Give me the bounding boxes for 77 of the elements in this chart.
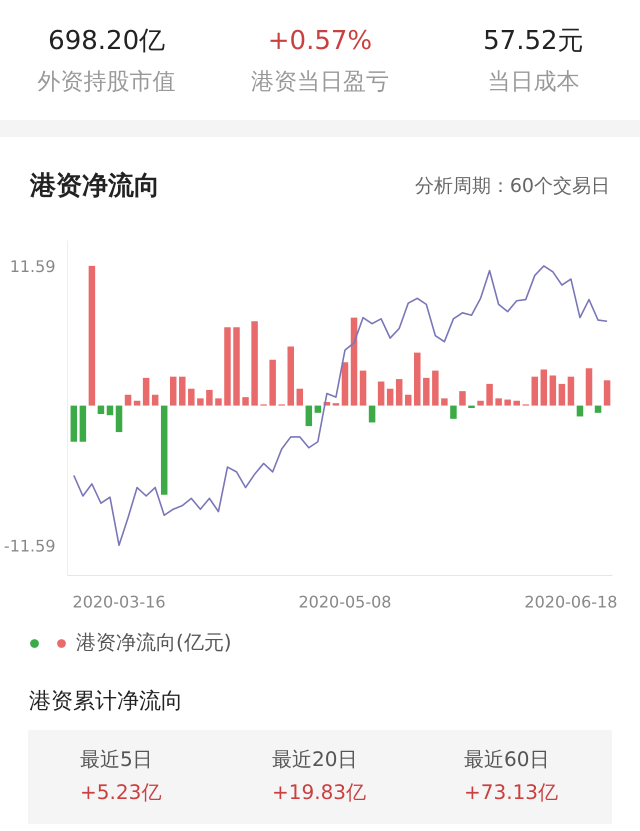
bar bbox=[477, 400, 484, 406]
bar bbox=[152, 394, 158, 406]
bar bbox=[558, 384, 566, 406]
bar bbox=[179, 376, 186, 406]
bar bbox=[350, 318, 358, 406]
bar bbox=[98, 406, 104, 414]
bar bbox=[450, 406, 457, 419]
text: 外资持股市值 bbox=[36, 68, 177, 96]
bar bbox=[532, 376, 538, 406]
bar bbox=[423, 378, 430, 406]
bar bbox=[550, 375, 556, 406]
bar bbox=[386, 388, 394, 406]
x-tick-label: 2020-05-08 bbox=[298, 592, 392, 612]
text: 57.52元 bbox=[482, 25, 585, 57]
bar bbox=[88, 266, 96, 406]
bar bbox=[215, 398, 222, 406]
bar bbox=[269, 360, 276, 406]
bar bbox=[378, 381, 384, 406]
bar bbox=[441, 398, 448, 406]
bar bbox=[540, 369, 548, 406]
x-tick-label: 2020-03-16 bbox=[72, 592, 166, 612]
bar bbox=[251, 321, 258, 406]
bar bbox=[206, 390, 213, 406]
text: 最近60日 bbox=[464, 746, 550, 772]
text: 最近20日 bbox=[272, 746, 358, 772]
bar bbox=[459, 391, 466, 406]
y-tick-label: 11.59 bbox=[10, 256, 56, 276]
bar bbox=[360, 370, 366, 406]
bar bbox=[306, 406, 312, 426]
legend-label: 港资净流向(亿元) bbox=[76, 629, 232, 656]
bar bbox=[188, 388, 195, 406]
bar bbox=[368, 406, 376, 422]
bar bbox=[342, 362, 348, 406]
bar bbox=[224, 327, 231, 406]
bar bbox=[296, 388, 304, 406]
bar bbox=[586, 368, 592, 406]
line-series bbox=[73, 265, 608, 546]
text: +5.23亿 bbox=[80, 779, 162, 805]
text: 当日成本 bbox=[486, 68, 580, 96]
bar bbox=[576, 406, 584, 416]
bar bbox=[404, 394, 412, 406]
text: 698.20亿 bbox=[47, 25, 166, 57]
bar bbox=[432, 370, 439, 406]
bar bbox=[160, 406, 168, 495]
bar bbox=[134, 400, 140, 406]
bar bbox=[116, 406, 122, 432]
text: 港资累计净流向 bbox=[29, 688, 183, 716]
text: 最近5日 bbox=[80, 746, 153, 772]
bar bbox=[233, 327, 240, 406]
bar bbox=[513, 400, 520, 406]
y-tick-label: -11.59 bbox=[4, 536, 56, 556]
bar bbox=[414, 352, 421, 406]
bar bbox=[106, 406, 114, 416]
bar bbox=[287, 346, 294, 406]
text: 港资当日盈亏 bbox=[250, 68, 390, 96]
bar bbox=[170, 376, 176, 406]
bar bbox=[486, 384, 493, 406]
bar bbox=[504, 400, 511, 406]
bar bbox=[495, 398, 502, 406]
text: +73.13亿 bbox=[464, 779, 558, 805]
text: +0.57% bbox=[266, 25, 374, 57]
bar bbox=[142, 378, 150, 406]
bar bbox=[396, 379, 402, 406]
bar bbox=[568, 376, 574, 406]
bar bbox=[594, 406, 602, 413]
bar bbox=[332, 403, 340, 406]
bar bbox=[604, 380, 610, 406]
chart-title: 港资净流向 bbox=[30, 170, 160, 203]
bar bbox=[314, 406, 322, 413]
bar bbox=[124, 394, 132, 406]
bar bbox=[80, 406, 86, 442]
x-tick-label: 2020-06-18 bbox=[524, 592, 618, 612]
chart-subtitle: 分析周期：60个交易日 bbox=[414, 174, 610, 199]
text: +19.83亿 bbox=[272, 779, 366, 805]
bar bbox=[70, 406, 78, 442]
bar bbox=[242, 397, 249, 406]
bar bbox=[197, 398, 204, 406]
